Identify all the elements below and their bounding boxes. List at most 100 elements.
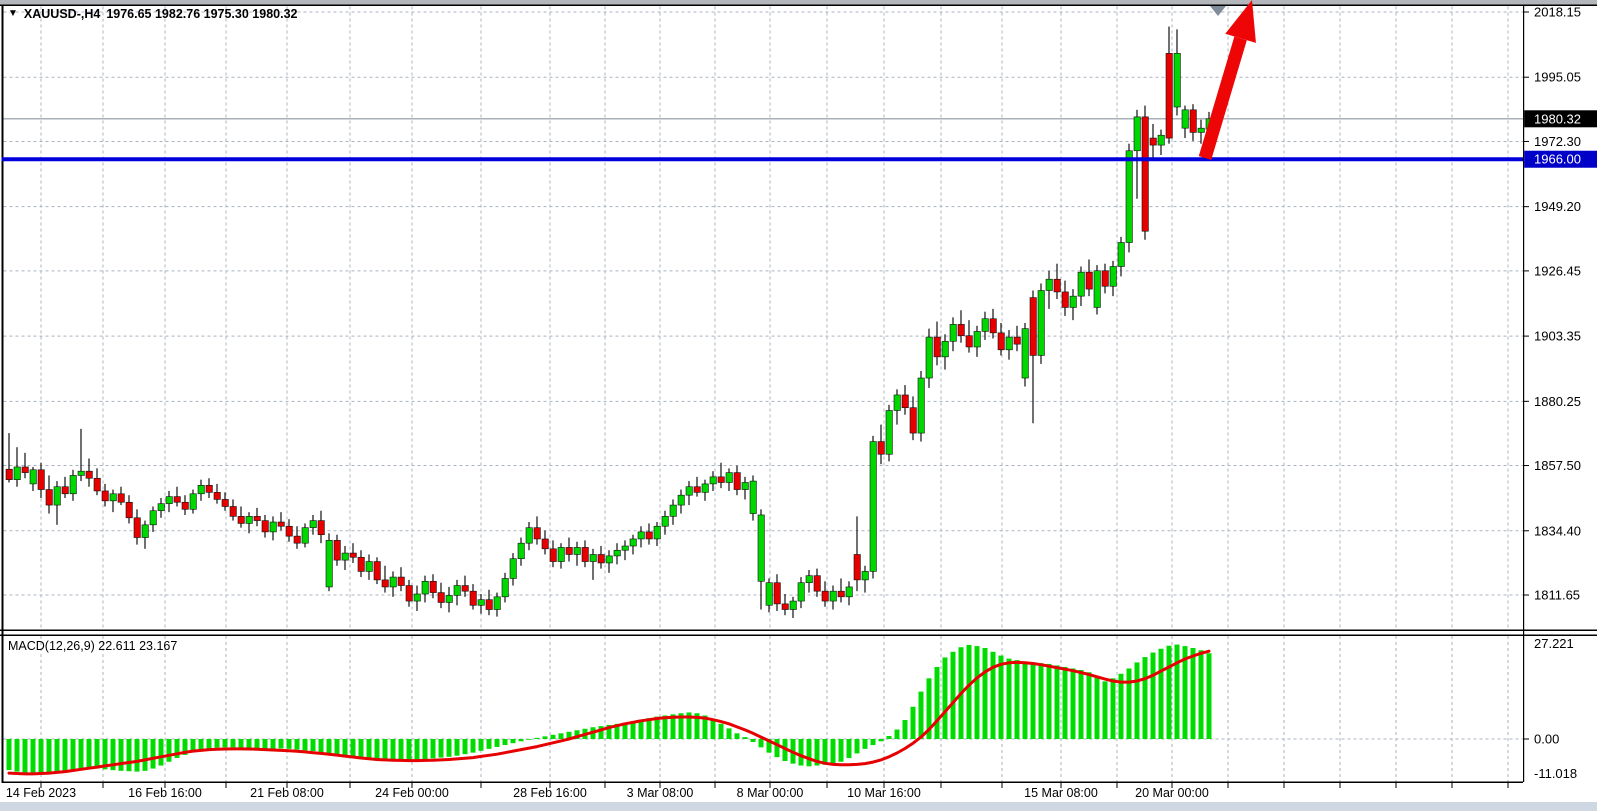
macd-histogram-bar bbox=[758, 739, 764, 748]
macd-histogram-bar bbox=[406, 739, 412, 761]
macd-histogram-bar bbox=[422, 739, 428, 760]
hline-price-badge-text: 1966.00 bbox=[1534, 152, 1581, 167]
candle-bull bbox=[869, 441, 877, 572]
macd-histogram-bar bbox=[902, 720, 908, 739]
candle-bear bbox=[21, 466, 29, 473]
indicator-label: MACD(12,26,9) 22.611 23.167 bbox=[8, 639, 178, 653]
candle-bull bbox=[765, 582, 773, 606]
macd-histogram-bar bbox=[470, 739, 476, 753]
candle-bear bbox=[85, 470, 93, 479]
macd-histogram-bar bbox=[390, 739, 396, 761]
date-tick-label: 24 Feb 00:00 bbox=[375, 786, 449, 800]
candle-bear bbox=[133, 517, 141, 538]
date-tick-label: 21 Feb 08:00 bbox=[250, 786, 324, 800]
candle-bull bbox=[245, 516, 253, 524]
current-price-badge bbox=[1524, 110, 1597, 128]
macd-histogram-bar bbox=[430, 739, 436, 759]
candle-bull bbox=[917, 377, 925, 434]
macd-histogram-bar bbox=[30, 739, 36, 774]
trend-arrow-shaft[interactable] bbox=[1198, 36, 1247, 160]
macd-histogram-bar bbox=[830, 739, 836, 764]
macd-histogram-bar bbox=[982, 647, 988, 739]
macd-histogram-bar bbox=[182, 739, 188, 755]
macd-histogram-bar bbox=[1126, 668, 1132, 739]
trend-arrow-head[interactable] bbox=[1225, 0, 1256, 43]
macd-histogram-bar bbox=[142, 739, 148, 771]
macd-histogram-bar bbox=[350, 739, 356, 758]
macd-indicator[interactable] bbox=[6, 644, 1212, 776]
candle-bull bbox=[1109, 266, 1117, 287]
candle-bull bbox=[1037, 290, 1045, 356]
macd-histogram-bar bbox=[630, 721, 636, 739]
macd-histogram-bar bbox=[1150, 652, 1156, 739]
macd-histogram-bar bbox=[502, 739, 508, 746]
macd-histogram-bar bbox=[694, 713, 700, 739]
candle-bull bbox=[557, 547, 565, 562]
candle-bear bbox=[285, 525, 293, 537]
macd-histogram-bar bbox=[1190, 647, 1196, 739]
candle-bull bbox=[893, 394, 901, 411]
candle-bear bbox=[357, 557, 365, 572]
macd-histogram-bar bbox=[46, 739, 52, 773]
macd-histogram-bar bbox=[566, 731, 572, 739]
macd-histogram-bar bbox=[550, 734, 556, 739]
macd-histogram-bar bbox=[622, 722, 628, 739]
candle-bear bbox=[1085, 271, 1093, 290]
macd-histogram-bar bbox=[942, 657, 948, 739]
candlestick-series[interactable] bbox=[5, 26, 1213, 618]
macd-histogram-bar bbox=[598, 726, 604, 739]
macd-histogram-bar bbox=[1118, 673, 1124, 739]
macd-histogram-bar bbox=[1022, 661, 1028, 739]
candle-bear bbox=[101, 490, 109, 502]
candle-bear bbox=[61, 486, 69, 495]
macd-histogram-bar bbox=[38, 739, 44, 774]
macd-histogram-bar bbox=[806, 739, 812, 767]
macd-histogram-bar bbox=[334, 739, 340, 756]
macd-signal-line bbox=[7, 649, 1211, 776]
symbol-ohlc: 1976.65 1982.76 1975.30 1980.32 bbox=[106, 7, 298, 21]
macd-histogram-bar bbox=[774, 739, 780, 758]
macd-histogram-bar bbox=[678, 713, 684, 739]
candle-bear bbox=[429, 580, 437, 593]
candle-bull bbox=[805, 575, 813, 584]
candle-bull bbox=[661, 516, 669, 527]
macd-histogram-bar bbox=[358, 739, 364, 760]
macd-histogram-bar bbox=[326, 739, 332, 754]
macd-histogram-bar bbox=[198, 739, 204, 750]
macd-histogram-bar bbox=[814, 739, 820, 766]
macd-histogram-bar bbox=[950, 651, 956, 739]
candle-bull bbox=[1093, 270, 1101, 308]
macd-histogram-bar bbox=[870, 739, 876, 746]
date-tick-label: 28 Feb 16:00 bbox=[513, 786, 587, 800]
candle-bear bbox=[117, 493, 125, 503]
candle-bull bbox=[573, 547, 581, 555]
candle-bear bbox=[1061, 291, 1069, 308]
scroll-to-end-marker-icon[interactable] bbox=[1210, 6, 1226, 16]
candle-bear bbox=[349, 552, 357, 558]
candle-bull bbox=[1125, 150, 1133, 243]
candle-bear bbox=[437, 592, 445, 603]
macd-histogram-bar bbox=[478, 739, 484, 751]
candle-bull bbox=[669, 504, 677, 517]
candle-bull bbox=[69, 475, 77, 495]
candle-bull bbox=[861, 571, 869, 581]
candle-bull bbox=[1045, 278, 1053, 291]
macd-histogram-bar bbox=[606, 724, 612, 739]
macd-histogram-bar bbox=[318, 739, 324, 753]
candle-bear bbox=[1149, 137, 1157, 146]
macd-histogram-bar bbox=[190, 739, 196, 753]
candle-bear bbox=[93, 477, 101, 492]
candle-bull bbox=[1173, 53, 1181, 108]
panel-separator-top[interactable] bbox=[0, 629, 1597, 632]
candle-bull bbox=[621, 545, 629, 551]
top-border bbox=[0, 4, 1597, 6]
macd-histogram-bar bbox=[310, 739, 316, 752]
candle-bull bbox=[413, 593, 421, 602]
price-tick-label: 1972.30 bbox=[1534, 134, 1581, 149]
candle-bull bbox=[613, 549, 621, 557]
panel-separator-bottom[interactable] bbox=[0, 634, 1597, 637]
candle-bull bbox=[149, 510, 157, 526]
candle-bear bbox=[277, 521, 285, 527]
